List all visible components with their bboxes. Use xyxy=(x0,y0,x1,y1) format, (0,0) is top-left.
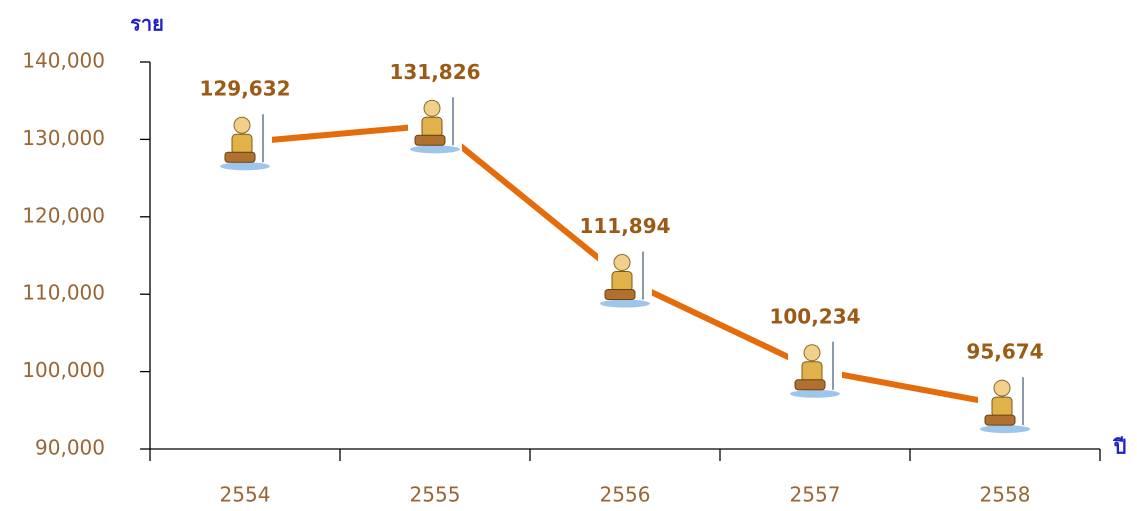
marker-head xyxy=(993,379,1011,397)
marker-legs xyxy=(794,379,826,391)
marker-body xyxy=(421,116,443,138)
marker-ground xyxy=(790,389,840,398)
marker-legs xyxy=(604,289,636,301)
y-tick-label: 90,000 xyxy=(35,436,105,460)
x-tick-label: 2557 xyxy=(790,483,841,507)
marker-body xyxy=(991,396,1013,418)
marker-legs xyxy=(224,151,256,163)
y-tick-label: 120,000 xyxy=(22,203,105,227)
marker xyxy=(408,95,462,154)
x-tick-label: 2556 xyxy=(600,483,651,507)
marker-body xyxy=(611,271,633,293)
data-label: 131,826 xyxy=(389,60,480,84)
y-axis-label: ราย xyxy=(130,12,164,36)
data-label: 111,894 xyxy=(579,214,670,238)
data-label: 100,234 xyxy=(769,304,860,328)
marker-head xyxy=(803,344,821,362)
marker-legs xyxy=(414,134,446,146)
data-label: 95,674 xyxy=(966,340,1043,364)
y-tick-label: 100,000 xyxy=(22,358,105,382)
marker xyxy=(978,375,1032,434)
marker-legs xyxy=(984,414,1016,426)
marker-head xyxy=(423,99,441,117)
x-tick-label: 2558 xyxy=(980,483,1031,507)
marker-body xyxy=(231,133,253,155)
marker xyxy=(788,339,842,398)
marker-ground xyxy=(980,425,1030,434)
marker-ground xyxy=(600,299,650,308)
marker-head xyxy=(613,254,631,272)
y-tick-label: 140,000 xyxy=(22,49,105,73)
marker-ground xyxy=(410,145,460,154)
marker-ground xyxy=(220,162,270,171)
x-tick-label: 2554 xyxy=(220,483,271,507)
marker xyxy=(218,112,272,171)
y-tick-label: 110,000 xyxy=(22,281,105,305)
marker-body xyxy=(801,361,823,383)
data-label: 129,632 xyxy=(199,77,290,101)
y-tick-label: 130,000 xyxy=(22,126,105,150)
x-axis-label: ปี xyxy=(1112,435,1126,459)
marker xyxy=(598,249,652,308)
x-tick-label: 2555 xyxy=(410,483,461,507)
marker-head xyxy=(233,116,251,134)
